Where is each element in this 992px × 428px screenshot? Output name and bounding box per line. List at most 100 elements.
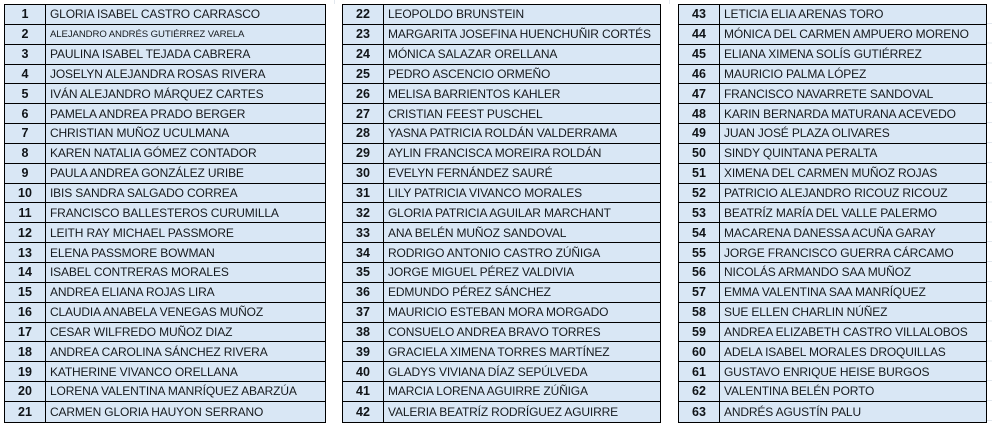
person-name-cell[interactable]: LILY PATRICIA VIVANCO MORALES	[388, 186, 582, 201]
person-name-cell[interactable]: LEOPOLDO BRUNSTEIN	[388, 7, 524, 22]
row-number-cell[interactable]: 30	[343, 163, 384, 183]
person-name-cell[interactable]: EMMA VALENTINA SAA MANRÍQUEZ	[724, 285, 926, 300]
row-number-cell[interactable]: 40	[343, 362, 384, 382]
person-name-cell[interactable]: SINDY QUINTANA PERALTA	[724, 146, 878, 161]
row-number-cell[interactable]: 5	[5, 84, 46, 104]
person-name-cell[interactable]: KATHERINE VIVANCO ORELLANA	[50, 364, 238, 379]
person-name-cell[interactable]: CHRISTIAN MUÑOZ UCULMANA	[50, 126, 230, 141]
person-name-cell[interactable]: XIMENA DEL CARMEN MUÑOZ ROJAS	[724, 166, 938, 181]
person-name-cell[interactable]: MARCIA LORENA AGUIRRE ZÚÑIGA	[388, 384, 588, 399]
person-name-cell[interactable]: PATRICIO ALEJANDRO RICOUZ RICOUZ	[724, 186, 948, 201]
person-name-cell[interactable]: CARMEN GLORIA HAUYON SERRANO	[50, 404, 264, 419]
row-number-cell[interactable]: 63	[679, 401, 720, 422]
row-number-cell[interactable]: 33	[343, 223, 384, 243]
row-number-cell[interactable]: 36	[343, 282, 384, 302]
row-number-cell[interactable]: 37	[343, 302, 384, 322]
row-number-cell[interactable]: 7	[5, 124, 46, 143]
row-number-cell[interactable]: 31	[343, 183, 384, 203]
row-number-cell[interactable]: 21	[5, 401, 46, 422]
row-number-cell[interactable]: 50	[679, 143, 720, 163]
row-number-cell[interactable]: 1	[5, 5, 46, 24]
row-number-cell[interactable]: 12	[5, 223, 46, 243]
person-name-cell[interactable]: EVELYN FERNÁNDEZ SAURÉ	[388, 166, 553, 181]
person-name-cell[interactable]: PAMELA ANDREA PRADO BERGER	[50, 106, 246, 121]
row-number-cell[interactable]: 20	[5, 382, 46, 401]
person-name-cell[interactable]: ANDREA ELIANA ROJAS LIRA	[50, 285, 215, 300]
person-name-cell[interactable]: LORENA VALENTINA MANRÍQUEZ ABARZÚA	[50, 384, 297, 399]
row-number-cell[interactable]: 48	[679, 104, 720, 124]
person-name-cell[interactable]: JORGE FRANCISCO GUERRA CÁRCAMO	[724, 245, 954, 260]
row-number-cell[interactable]: 27	[343, 104, 384, 124]
row-number-cell[interactable]: 10	[5, 183, 46, 203]
row-number-cell[interactable]: 52	[679, 183, 720, 203]
row-number-cell[interactable]: 6	[5, 104, 46, 124]
row-number-cell[interactable]: 42	[343, 401, 384, 422]
person-name-cell[interactable]: BEATRÍZ MARÍA DEL VALLE PALERMO	[724, 205, 937, 220]
person-name-cell[interactable]: CONSUELO ANDREA BRAVO TORRES	[388, 324, 601, 339]
row-number-cell[interactable]: 41	[343, 382, 384, 401]
row-number-cell[interactable]: 3	[5, 44, 46, 64]
person-name-cell[interactable]: GLORIA ISABEL CASTRO CARRASCO	[50, 7, 260, 22]
row-number-cell[interactable]: 32	[343, 203, 384, 223]
person-name-cell[interactable]: FRANCISCO NAVARRETE SANDOVAL	[724, 86, 934, 101]
person-name-cell[interactable]: LEITH RAY MICHAEL PASSMORE	[50, 225, 234, 240]
row-number-cell[interactable]: 39	[343, 342, 384, 362]
person-name-cell[interactable]: MARGARITA JOSEFINA HUENCHUÑIR CORTÉS	[388, 27, 651, 42]
person-name-cell[interactable]: SUE ELLEN CHARLIN NÚÑEZ	[724, 305, 888, 320]
person-name-cell[interactable]: CRISTIAN FEEST PUSCHEL	[388, 106, 543, 121]
row-number-cell[interactable]: 35	[343, 262, 384, 282]
row-number-cell[interactable]: 49	[679, 124, 720, 143]
row-number-cell[interactable]: 43	[679, 5, 720, 24]
person-name-cell[interactable]: GUSTAVO ENRIQUE HEISE BURGOS	[724, 364, 930, 379]
person-name-cell[interactable]: JOSELYN ALEJANDRA ROSAS RIVERA	[50, 66, 266, 81]
person-name-cell[interactable]: YASNA PATRICIA ROLDÁN VALDERRAMA	[388, 126, 618, 141]
row-number-cell[interactable]: 11	[5, 203, 46, 223]
row-number-cell[interactable]: 28	[343, 124, 384, 143]
person-name-cell[interactable]: MÓNICA DEL CARMEN AMPUERO MORENO	[724, 27, 969, 42]
row-number-cell[interactable]: 17	[5, 322, 46, 342]
row-number-cell[interactable]: 25	[343, 64, 384, 84]
person-name-cell[interactable]: MÓNICA SALAZAR ORELLANA	[388, 47, 558, 62]
person-name-cell[interactable]: PAULINA ISABEL TEJADA CABRERA	[50, 47, 251, 62]
person-name-cell[interactable]: PEDRO ASCENCIO ORMEÑO	[388, 66, 551, 81]
person-name-cell[interactable]: IBIS SANDRA SALGADO CORREA	[50, 186, 238, 201]
row-number-cell[interactable]: 62	[679, 382, 720, 401]
person-name-cell[interactable]: GLORIA PATRICIA AGUILAR MARCHANT	[388, 205, 611, 220]
row-number-cell[interactable]: 8	[5, 143, 46, 163]
person-name-cell[interactable]: IVÁN ALEJANDRO MÁRQUEZ CARTES	[50, 86, 264, 101]
row-number-cell[interactable]: 34	[343, 243, 384, 262]
row-number-cell[interactable]: 23	[343, 24, 384, 44]
row-number-cell[interactable]: 2	[5, 24, 46, 44]
row-number-cell[interactable]: 60	[679, 342, 720, 362]
person-name-cell[interactable]: MACARENA DANESSA ACUÑA GARAY	[724, 225, 936, 240]
person-name-cell[interactable]: KAREN NATALIA GÓMEZ CONTADOR	[50, 146, 257, 161]
person-name-cell[interactable]: GRACIELA XIMENA TORRES MARTÍNEZ	[388, 344, 610, 359]
row-number-cell[interactable]: 55	[679, 243, 720, 262]
person-name-cell[interactable]: EDMUNDO PÉREZ SÁNCHEZ	[388, 285, 551, 300]
person-name-cell[interactable]: MAURICIO ESTEBAN MORA MORGADO	[388, 305, 609, 320]
person-name-cell[interactable]: ALEJANDRO ANDRÉS GUTIÉRREZ VARELA	[50, 28, 245, 40]
person-name-cell[interactable]: ELENA PASSMORE BOWMAN	[50, 245, 215, 260]
row-number-cell[interactable]: 51	[679, 163, 720, 183]
row-number-cell[interactable]: 18	[5, 342, 46, 362]
person-name-cell[interactable]: CESAR WILFREDO MUÑOZ DIAZ	[50, 324, 233, 339]
person-name-cell[interactable]: NICOLÁS ARMANDO SAA MUÑOZ	[724, 265, 911, 280]
row-number-cell[interactable]: 57	[679, 282, 720, 302]
person-name-cell[interactable]: ELIANA XIMENA SOLÍS GUTIÉRREZ	[724, 47, 922, 62]
row-number-cell[interactable]: 16	[5, 302, 46, 322]
person-name-cell[interactable]: AYLIN FRANCISCA MOREIRA ROLDÁN	[388, 146, 602, 161]
row-number-cell[interactable]: 13	[5, 243, 46, 262]
person-name-cell[interactable]: LETICIA ELIA ARENAS TORO	[724, 7, 884, 22]
person-name-cell[interactable]: ANDREA ELIZABETH CASTRO VILLALOBOS	[724, 324, 968, 339]
row-number-cell[interactable]: 22	[343, 5, 384, 24]
row-number-cell[interactable]: 24	[343, 44, 384, 64]
person-name-cell[interactable]: ADELA ISABEL MORALES DROQUILLAS	[724, 344, 946, 359]
person-name-cell[interactable]: ANDREA CAROLINA SÁNCHEZ RIVERA	[50, 344, 268, 359]
row-number-cell[interactable]: 44	[679, 24, 720, 44]
row-number-cell[interactable]: 47	[679, 84, 720, 104]
person-name-cell[interactable]: ANA BELÉN MUÑOZ SANDOVAL	[388, 225, 567, 240]
row-number-cell[interactable]: 54	[679, 223, 720, 243]
row-number-cell[interactable]: 29	[343, 143, 384, 163]
row-number-cell[interactable]: 61	[679, 362, 720, 382]
row-number-cell[interactable]: 9	[5, 163, 46, 183]
